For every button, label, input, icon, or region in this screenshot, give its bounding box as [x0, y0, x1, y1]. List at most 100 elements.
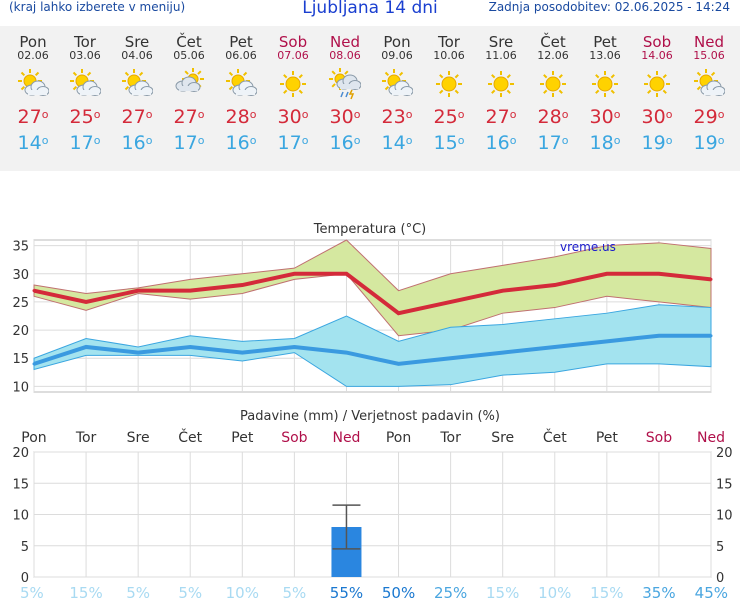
x-tick-label: Pet	[231, 430, 254, 446]
day-name: Pon	[383, 33, 411, 51]
min-temperature-line-point	[657, 334, 661, 338]
max-temperature: 27o	[17, 106, 49, 128]
x-tick-label: Sob	[281, 430, 307, 446]
day-date: 10.06	[433, 49, 465, 62]
min-temperature: 19o	[641, 132, 673, 154]
min-temperature: 17o	[69, 132, 101, 154]
y-tick-label: 20	[12, 446, 29, 461]
min-temperature-line-point	[188, 345, 192, 349]
sun-cloud-icon	[381, 68, 414, 100]
max-temperature: 25o	[69, 106, 101, 128]
y-tick-label-right: 20	[716, 446, 733, 461]
min-temperature: 14o	[381, 132, 413, 154]
sun-icon	[641, 68, 673, 100]
precipitation-probability: 5%	[282, 584, 306, 600]
min-temperature: 16o	[121, 132, 153, 154]
x-tick-label: Sre	[127, 430, 150, 446]
forecast-day: Pet 06.06 28o 16o	[215, 26, 267, 157]
max-temperature-line-point	[501, 289, 505, 293]
day-name: Pet	[593, 33, 617, 51]
x-tick-label: Čet	[178, 428, 202, 446]
min-temperature-line-point	[136, 351, 140, 355]
max-temperature-line-point	[709, 277, 713, 281]
max-temperature: 30o	[329, 106, 361, 128]
y-tick-label-right: 10	[716, 509, 733, 524]
precipitation-chart: Padavine (mm) / Verjetnost padavin (%) Po…	[12, 409, 733, 600]
min-temperature: 16o	[225, 132, 257, 154]
max-temperature-line-point	[344, 272, 348, 276]
min-temperature: 17o	[537, 132, 569, 154]
forecast-day: Sob 14.06 30o 19o	[631, 26, 683, 157]
max-temperature-line-point	[240, 283, 244, 287]
max-temperature: 30o	[641, 106, 673, 128]
min-temperature-line-point	[84, 345, 88, 349]
precipitation-chart-title: Padavine (mm) / Verjetnost padavin (%)	[240, 409, 500, 424]
watermark: vreme.us	[560, 240, 616, 254]
max-temperature-line-point	[84, 300, 88, 304]
min-temperature-line-point	[605, 339, 609, 343]
day-name: Pet	[229, 33, 253, 51]
day-name: Tor	[74, 33, 96, 51]
day-date: 06.06	[225, 49, 257, 62]
y-tick-label-right: 15	[716, 477, 733, 492]
forecast-day: Ned 08.06 30o 16o	[319, 26, 371, 157]
min-temperature: 19o	[693, 132, 725, 154]
min-temperature-line-point	[397, 362, 401, 366]
day-name: Ned	[694, 33, 724, 51]
precipitation-probability: 15%	[486, 584, 519, 600]
precipitation-probability: 15%	[69, 584, 102, 600]
x-tick-label: Ned	[697, 430, 725, 446]
sun-cloud-icon	[69, 68, 102, 100]
min-temperature-line-point	[449, 356, 453, 360]
sun-storm-icon	[329, 68, 362, 100]
y-tick-label: 30	[12, 268, 29, 283]
x-tick-label: Pon	[21, 430, 46, 446]
min-temperature-line-point	[292, 345, 296, 349]
day-date: 07.06	[277, 49, 309, 62]
location-hint: (kraj lahko izberete v meniju)	[9, 0, 186, 14]
day-date: 11.06	[485, 49, 517, 62]
sun-cloud-icon	[121, 68, 154, 100]
min-temperature-line-point	[709, 334, 713, 338]
max-temperature-line-point	[397, 311, 401, 315]
day-date: 02.06	[17, 49, 49, 62]
day-name: Sob	[642, 33, 672, 51]
cloud-sun-icon	[173, 68, 205, 100]
x-tick-label: Čet	[543, 428, 567, 446]
y-tick-label: 15	[12, 477, 29, 492]
max-temperature: 30o	[277, 106, 309, 128]
y-tick-label: 35	[12, 240, 29, 255]
max-temperature-line-point	[188, 289, 192, 293]
day-date: 08.06	[329, 49, 361, 62]
max-temperature: 28o	[537, 106, 569, 128]
forecast-day: Pon 02.06 27o 14o	[7, 26, 59, 157]
day-date: 15.06	[693, 49, 725, 62]
x-tick-label: Sre	[491, 430, 514, 446]
page-title: Ljubljana 14 dni	[302, 0, 438, 18]
precipitation-probability: 55%	[330, 584, 363, 600]
max-temperature-line	[33, 271, 712, 316]
forecast-day: Sre 11.06 27o 16o	[475, 26, 527, 157]
max-temperature-line-point	[449, 300, 453, 304]
temperature-chart-title: Temperatura (°C)	[313, 222, 426, 237]
x-tick-label: Pet	[596, 430, 619, 446]
max-temperature: 27o	[485, 106, 517, 128]
max-temperature: 27o	[121, 106, 153, 128]
x-tick-label: Ned	[332, 430, 360, 446]
forecast-day: Čet 12.06 28o 17o	[527, 26, 579, 157]
max-temperature: 30o	[589, 106, 621, 128]
sun-cloud-icon	[17, 68, 50, 100]
y-tick-label-right: 0	[716, 571, 724, 586]
min-temperature: 14o	[17, 132, 49, 154]
precipitation-probability: 5%	[20, 584, 44, 600]
y-tick-label: 10	[12, 509, 29, 524]
day-date: 14.06	[641, 49, 673, 62]
y-tick-label: 5	[21, 540, 29, 555]
sun-icon	[433, 68, 465, 100]
sun-icon	[485, 68, 517, 100]
min-temperature-line-point	[501, 351, 505, 355]
sun-icon	[589, 68, 621, 100]
max-temperature-line-point	[136, 289, 140, 293]
max-temperature: 28o	[225, 106, 257, 128]
day-name: Ned	[330, 33, 360, 51]
